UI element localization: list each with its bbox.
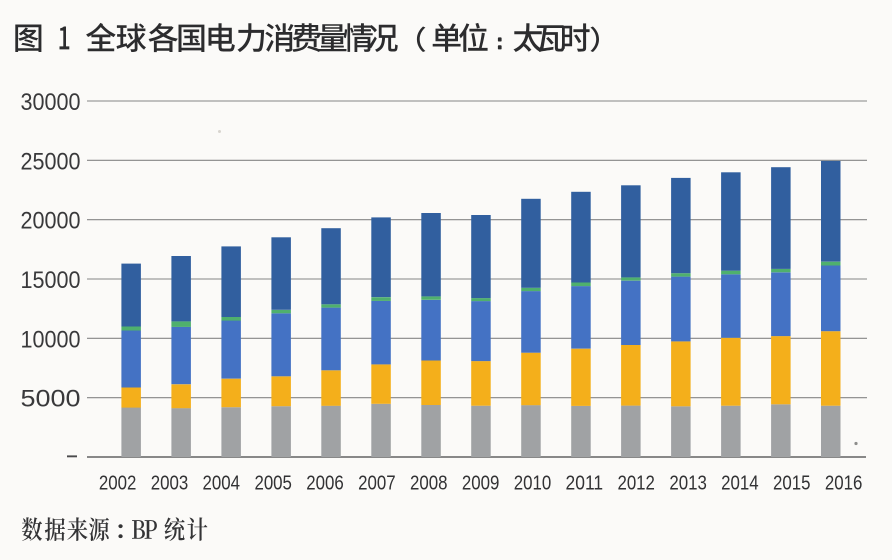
svg-text:2013: 2013 bbox=[669, 472, 707, 494]
svg-text:2009: 2009 bbox=[462, 472, 500, 494]
svg-text:2015: 2015 bbox=[773, 472, 811, 494]
svg-text:2006: 2006 bbox=[306, 472, 344, 494]
svg-text:10000: 10000 bbox=[21, 326, 81, 353]
svg-text:2012: 2012 bbox=[617, 472, 655, 494]
svg-text:2007: 2007 bbox=[358, 472, 396, 494]
svg-text:5000: 5000 bbox=[21, 386, 81, 413]
svg-text:20000: 20000 bbox=[21, 208, 81, 235]
svg-text:2016: 2016 bbox=[825, 472, 863, 494]
svg-text:30000: 30000 bbox=[21, 89, 81, 116]
svg-text:2008: 2008 bbox=[410, 472, 448, 494]
svg-text:2004: 2004 bbox=[203, 472, 241, 494]
svg-text:2002: 2002 bbox=[99, 472, 137, 494]
svg-text:2003: 2003 bbox=[151, 472, 189, 494]
svg-text:2014: 2014 bbox=[721, 472, 759, 494]
svg-text:2011: 2011 bbox=[566, 472, 604, 494]
svg-text:25000: 25000 bbox=[21, 148, 81, 175]
svg-text:2010: 2010 bbox=[514, 472, 552, 494]
svg-text:15000: 15000 bbox=[21, 267, 81, 294]
svg-text:2005: 2005 bbox=[254, 472, 292, 494]
